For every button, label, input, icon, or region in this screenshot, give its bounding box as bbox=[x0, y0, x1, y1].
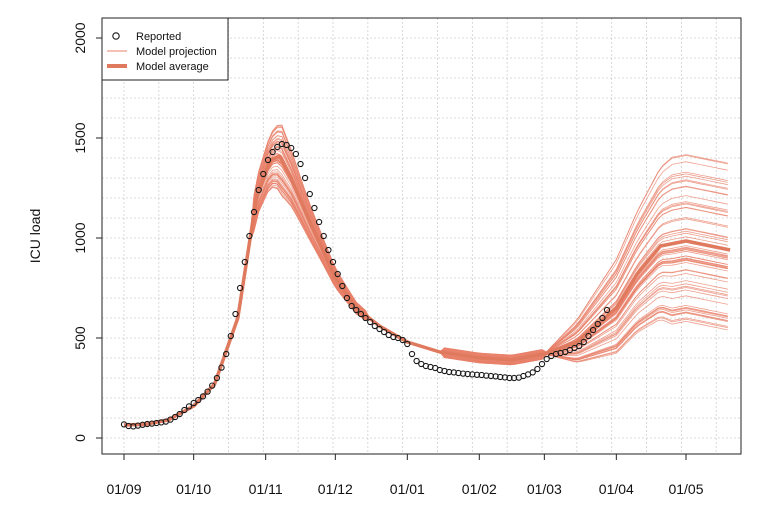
reported-point bbox=[589, 326, 597, 334]
x-tick-label: 01/02 bbox=[462, 481, 497, 497]
reported-point bbox=[255, 186, 262, 194]
reported-point bbox=[227, 332, 234, 340]
legend: Reported Model projection Model average bbox=[101, 17, 229, 81]
reported-point bbox=[464, 370, 471, 378]
reported-point bbox=[334, 270, 341, 278]
grid-layer bbox=[102, 18, 741, 454]
x-tick-label: 01/12 bbox=[318, 481, 353, 497]
reported-point bbox=[171, 413, 179, 421]
reported-point bbox=[185, 403, 193, 410]
reported-point bbox=[506, 374, 513, 382]
reported-point bbox=[195, 396, 202, 404]
x-tick-label: 01/10 bbox=[176, 481, 211, 497]
x-tick-label: 01/09 bbox=[106, 481, 141, 497]
x-tick-label: 01/04 bbox=[599, 481, 634, 497]
reported-point bbox=[260, 170, 267, 178]
reported-point bbox=[357, 310, 365, 318]
reported-point bbox=[246, 232, 253, 240]
reported-point bbox=[371, 322, 378, 330]
reported-point bbox=[306, 190, 313, 198]
reported-point bbox=[250, 208, 258, 216]
reported-point bbox=[483, 372, 490, 379]
reported-point bbox=[534, 365, 541, 373]
reported-point bbox=[292, 150, 300, 158]
reported-point bbox=[204, 388, 211, 395]
reported-point bbox=[320, 232, 327, 240]
y-axis: 0 500 1000 1500 2000 bbox=[72, 22, 102, 442]
reported-point bbox=[269, 148, 276, 156]
reported-point bbox=[599, 314, 606, 322]
x-tick-label: 01/05 bbox=[668, 481, 703, 497]
reported-point bbox=[283, 141, 290, 149]
reported-point bbox=[297, 160, 304, 168]
reported-point bbox=[301, 174, 309, 182]
reported-point bbox=[288, 144, 295, 152]
reported-point bbox=[367, 318, 374, 326]
x-tick-label: 01/03 bbox=[527, 481, 562, 497]
reported-point bbox=[343, 294, 351, 302]
reported-point bbox=[213, 374, 221, 382]
reported-point bbox=[325, 246, 332, 254]
reported-point bbox=[408, 350, 416, 358]
reported-point bbox=[264, 156, 272, 164]
reported-point bbox=[209, 382, 216, 389]
y-tick-label: 500 bbox=[72, 326, 88, 350]
y-tick-label: 2000 bbox=[72, 22, 88, 53]
reported-point bbox=[167, 416, 174, 423]
reported-point bbox=[223, 350, 230, 358]
reported-point bbox=[199, 393, 207, 400]
reported-point bbox=[538, 360, 546, 368]
reported-point bbox=[181, 406, 188, 414]
reported-point bbox=[362, 314, 369, 322]
reported-point bbox=[311, 204, 318, 212]
reported-point bbox=[594, 320, 601, 328]
reported-point bbox=[399, 336, 406, 344]
reported-point bbox=[353, 306, 360, 314]
reported-point bbox=[236, 284, 244, 292]
reported-point bbox=[473, 371, 481, 378]
reported-point bbox=[413, 357, 420, 365]
reported-point bbox=[232, 310, 239, 318]
reported-point bbox=[404, 340, 411, 348]
projection-line bbox=[123, 182, 728, 426]
legend-average-label: Model average bbox=[136, 61, 209, 73]
reported-points bbox=[120, 140, 611, 430]
reported-point bbox=[529, 369, 536, 376]
reported-point bbox=[218, 364, 225, 371]
projection-line bbox=[123, 178, 728, 426]
legend-projection-label: Model projection bbox=[136, 46, 217, 58]
reported-point bbox=[576, 342, 583, 350]
reported-point bbox=[176, 410, 183, 418]
y-tick-label: 1500 bbox=[72, 122, 88, 153]
reported-point bbox=[376, 325, 383, 333]
reported-point bbox=[459, 370, 467, 377]
y-axis-title: ICU load bbox=[27, 209, 43, 263]
x-tick-label: 01/01 bbox=[390, 481, 425, 497]
reported-point bbox=[580, 338, 587, 346]
legend-box bbox=[101, 17, 229, 81]
legend-reported-marker bbox=[112, 32, 120, 40]
projection-line bbox=[123, 176, 728, 426]
projection-line bbox=[123, 182, 728, 426]
x-tick-label: 01/11 bbox=[249, 481, 283, 497]
legend-reported-label: Reported bbox=[136, 31, 181, 43]
reported-point bbox=[603, 306, 611, 314]
reported-point bbox=[190, 399, 197, 407]
reported-point bbox=[543, 355, 550, 363]
y-tick-label: 1000 bbox=[72, 222, 88, 253]
projection-line bbox=[123, 182, 728, 426]
reported-point bbox=[274, 143, 281, 151]
reported-point bbox=[315, 218, 323, 226]
reported-point bbox=[241, 258, 248, 266]
reported-point bbox=[348, 302, 355, 310]
reported-point bbox=[380, 328, 388, 336]
reported-point bbox=[329, 258, 337, 266]
reported-point bbox=[585, 332, 592, 340]
plot-frame bbox=[101, 17, 742, 455]
y-tick-label: 0 bbox=[72, 434, 88, 442]
x-axis: 01/09 01/10 01/11 01/12 01/01 01/02 01/03 01/04… bbox=[106, 454, 704, 497]
reported-point bbox=[339, 282, 346, 290]
